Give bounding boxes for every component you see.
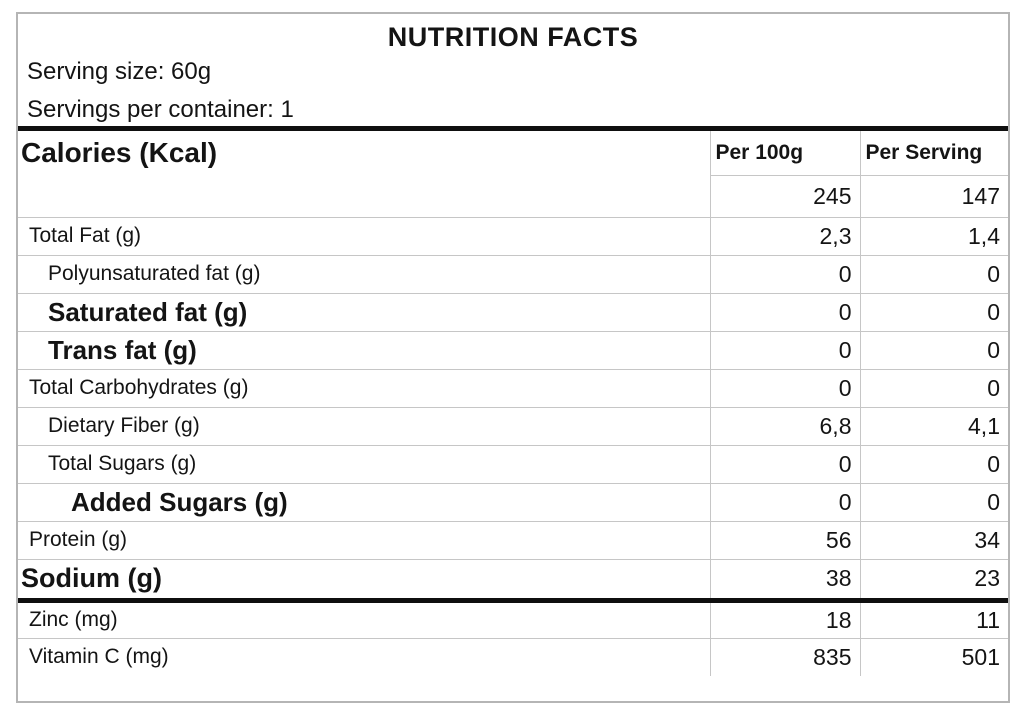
- value-per-100g: 38: [709, 558, 860, 603]
- table-row-total-sugars: Total Sugars (g) 0 0: [18, 444, 1008, 483]
- value-per-serving: 0: [859, 330, 1008, 369]
- row-label: Total Fat (g): [18, 216, 710, 255]
- column-header-per-serving: Per Serving: [859, 131, 1008, 176]
- value-per-100g: 0: [709, 330, 860, 369]
- row-label: Polyunsaturated fat (g): [18, 254, 710, 293]
- value-per-serving: 0: [859, 482, 1008, 521]
- table-row-trans-fat: Trans fat (g) 0 0: [18, 330, 1008, 369]
- label-header: NUTRITION FACTS Serving size: 60g Servin…: [18, 14, 1008, 131]
- group-header-calories: Calories (Kcal): [18, 131, 710, 218]
- row-label: Zinc (mg): [18, 599, 710, 638]
- value-per-100g: 0: [709, 444, 860, 483]
- value-per-100g: 18: [709, 599, 860, 638]
- table-row-calories-values: 245 147: [18, 175, 1008, 217]
- value-per-serving: 34: [859, 520, 1008, 559]
- value-per-100g: 0: [709, 254, 860, 293]
- servings-per-container-line: Servings per container: 1: [27, 96, 294, 123]
- value-per-100g: 835: [709, 637, 860, 676]
- row-label: Total Sugars (g): [18, 444, 710, 483]
- value-per-serving: 0: [859, 254, 1008, 293]
- value-per-100g: 0: [709, 292, 860, 331]
- table-row-saturated-fat: Saturated fat (g) 0 0: [18, 292, 1008, 331]
- value-per-serving: 501: [859, 637, 1008, 676]
- row-label: Total Carbohydrates (g): [18, 368, 710, 407]
- row-label: Saturated fat (g): [18, 292, 710, 331]
- serving-size-line: Serving size: 60g: [27, 58, 212, 85]
- nutrition-facts-label: NUTRITION FACTS Serving size: 60g Servin…: [16, 12, 1010, 703]
- value-per-serving: 11: [859, 599, 1008, 638]
- value-per-100g: 0: [709, 368, 860, 407]
- table-row-vitamin-c: Vitamin C (mg) 835 501: [18, 637, 1008, 676]
- value-per-serving: 0: [859, 292, 1008, 331]
- column-header-per-100g: Per 100g: [709, 131, 860, 176]
- value-per-100g: 2,3: [709, 216, 860, 255]
- table-header-row: Calories (Kcal) Per 100g Per Serving: [18, 131, 1008, 218]
- row-label: Vitamin C (mg): [18, 637, 710, 676]
- table-row-total-fat: Total Fat (g) 2,3 1,4: [18, 216, 1008, 255]
- value-per-100g: 0: [709, 482, 860, 521]
- value-per-100g: 245: [709, 175, 860, 217]
- row-label: Sodium (g): [18, 558, 710, 603]
- nutrition-table: Calories (Kcal) Per 100g Per Serving 245…: [18, 131, 1008, 676]
- value-per-serving: 23: [859, 558, 1008, 603]
- label-title: NUTRITION FACTS: [387, 22, 639, 52]
- table-row-added-sugars: Added Sugars (g) 0 0: [18, 482, 1008, 521]
- value-per-serving: 0: [859, 444, 1008, 483]
- row-label: Protein (g): [18, 520, 710, 559]
- row-label: Dietary Fiber (g): [18, 406, 710, 445]
- value-per-100g: 56: [709, 520, 860, 559]
- row-label: Trans fat (g): [18, 330, 710, 369]
- value-per-serving: 1,4: [859, 216, 1008, 255]
- value-per-100g: 6,8: [709, 406, 860, 445]
- table-row-zinc: Zinc (mg) 18 11: [18, 599, 1008, 638]
- table-row-polyunsaturated-fat: Polyunsaturated fat (g) 0 0: [18, 254, 1008, 293]
- value-per-serving: 0: [859, 368, 1008, 407]
- value-per-serving: 4,1: [859, 406, 1008, 445]
- row-label: Added Sugars (g): [18, 482, 710, 521]
- table-row-dietary-fiber: Dietary Fiber (g) 6,8 4,1: [18, 406, 1008, 445]
- table-row-total-carbohydrates: Total Carbohydrates (g) 0 0: [18, 368, 1008, 407]
- value-per-serving: 147: [859, 175, 1008, 217]
- table-row-sodium: Sodium (g) 38 23: [18, 558, 1008, 603]
- table-row-protein: Protein (g) 56 34: [18, 520, 1008, 559]
